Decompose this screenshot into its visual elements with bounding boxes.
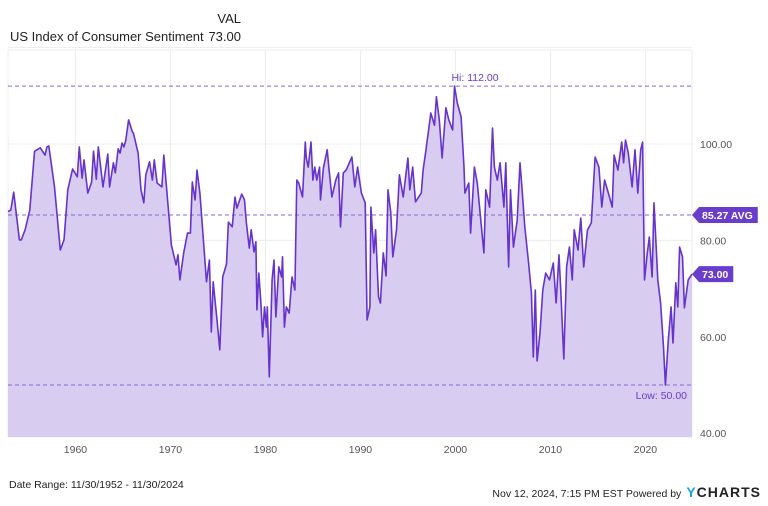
x-tick-label: 1990: [349, 444, 373, 456]
last-value-tag-background: [692, 266, 734, 283]
y-axis: 100.00 80.00 60.00 40.00: [700, 139, 732, 440]
series-area-fill: [8, 86, 692, 437]
y-tick-label: 100.00: [700, 139, 732, 151]
x-tick-label: 1970: [159, 444, 183, 456]
low-label: Low: 50.00: [636, 390, 688, 402]
last-value-tag: 73.00: [692, 266, 734, 283]
footer-right: Nov 12, 2024, 7:15 PM EST Powered by YCH…: [492, 484, 761, 500]
series-name: US Index of Consumer Sentiment: [10, 29, 204, 44]
x-tick-label: 1960: [64, 444, 88, 456]
reference-lines: [8, 85, 692, 386]
series-value: 73.00: [208, 29, 241, 44]
average-tag-label: 85.27 AVG: [702, 210, 753, 222]
y-tick-label: 40.00: [700, 428, 726, 440]
ycharts-logo[interactable]: YCHARTS: [686, 484, 761, 500]
x-tick-label: 2000: [444, 444, 468, 456]
y-tick-label: 60.00: [700, 332, 726, 344]
average-tag-background: [692, 206, 758, 223]
y-tick-label: 80.00: [700, 235, 726, 247]
last-value-tag-label: 73.00: [702, 269, 728, 281]
x-tick-label: 2010: [539, 444, 563, 456]
column-header-val: VAL: [217, 11, 241, 26]
x-tick-label: 1980: [254, 444, 278, 456]
x-axis: 1960 1970 1980 1990 2000 2010 2020: [64, 444, 658, 456]
timestamp-powered-by: Nov 12, 2024, 7:15 PM EST Powered by: [492, 488, 682, 500]
average-tag: 85.27 AVG: [692, 206, 758, 223]
x-tick-label: 2020: [634, 444, 658, 456]
header-divider: [8, 47, 692, 48]
high-label: Hi: 112.00: [451, 72, 498, 84]
series-line: [7, 85, 693, 386]
date-range: Date Range: 11/30/1952 - 11/30/2024: [9, 479, 184, 491]
